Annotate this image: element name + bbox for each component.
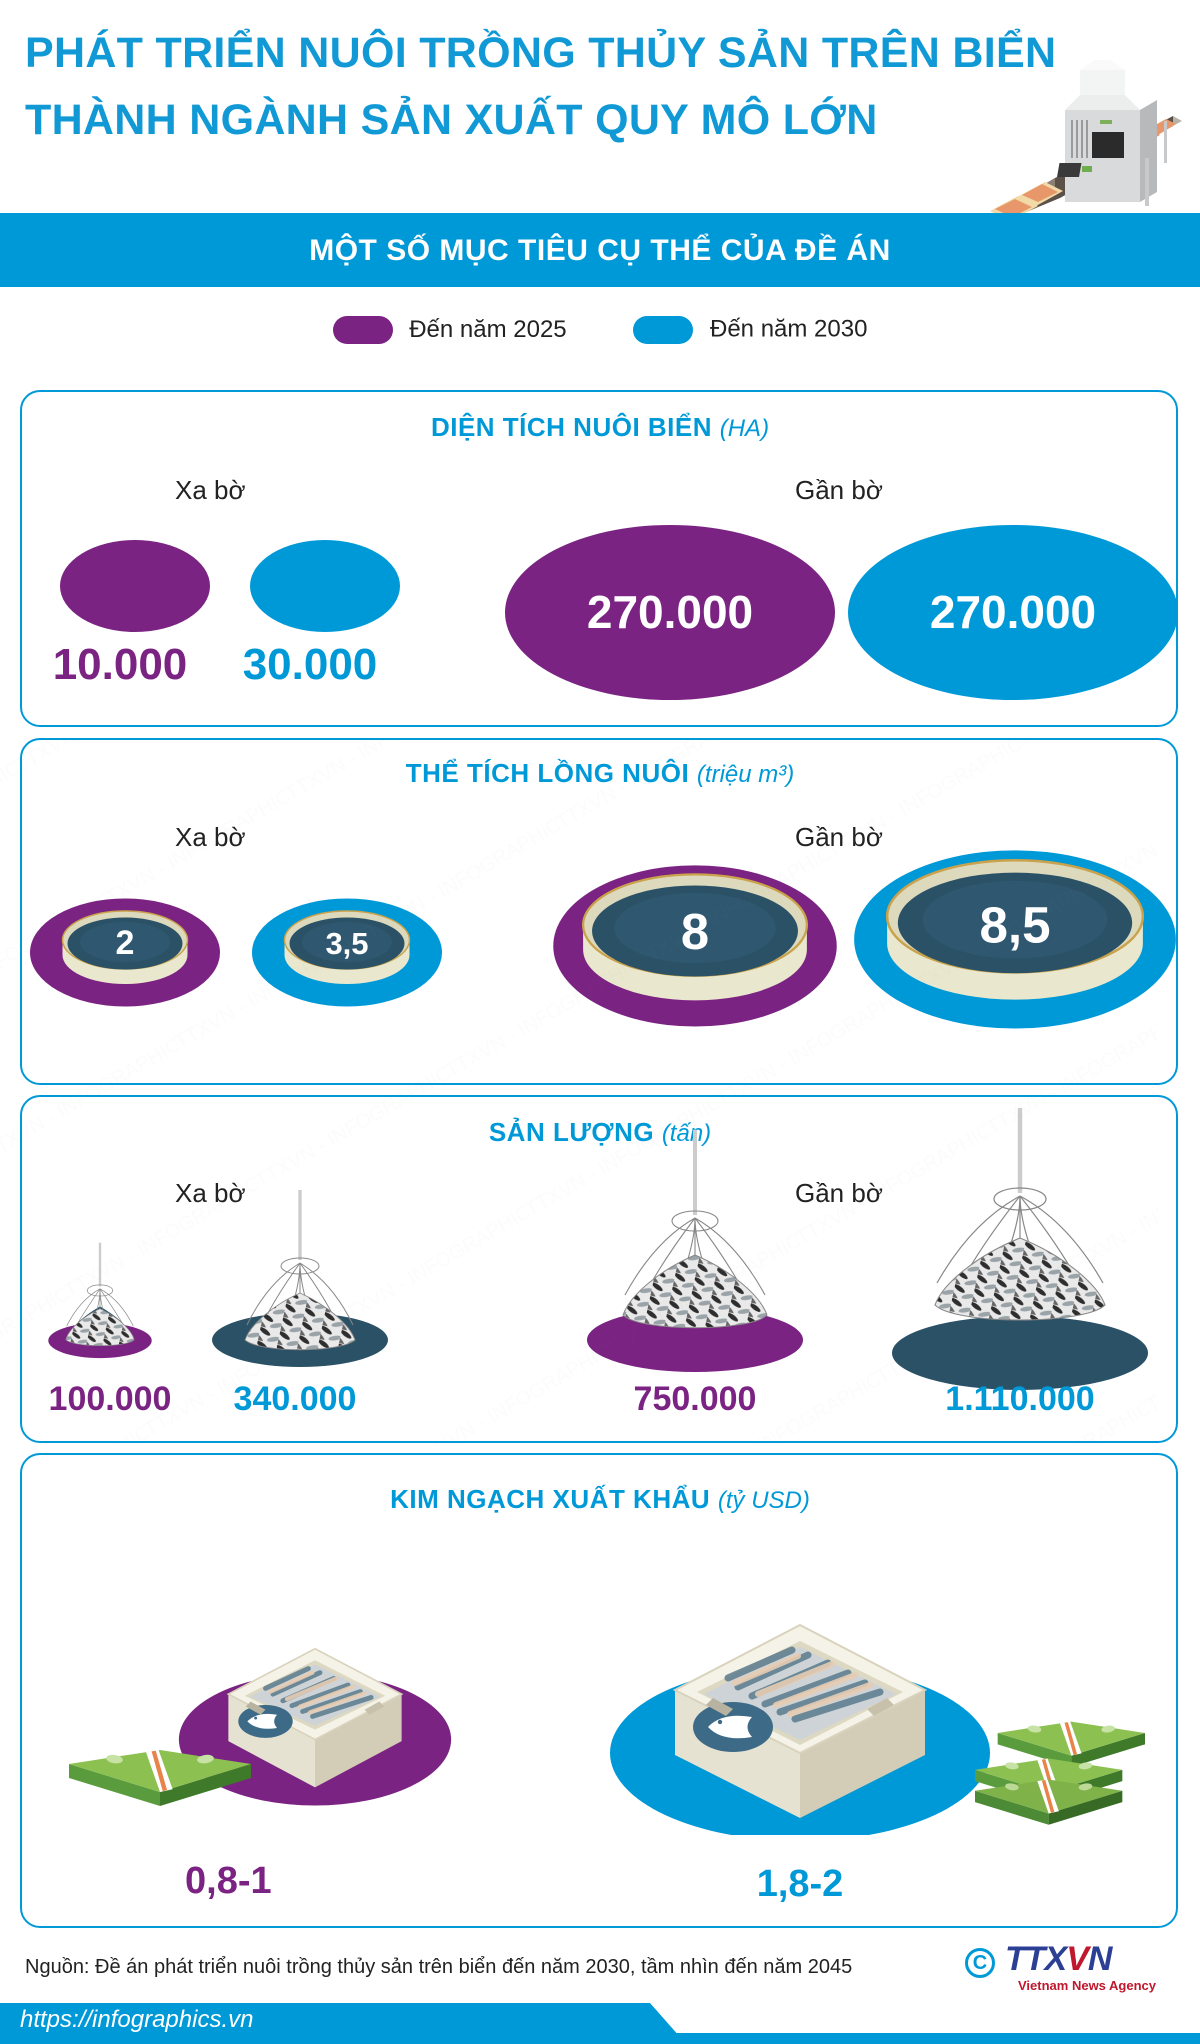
svg-text:8,5: 8,5 (979, 897, 1050, 954)
svg-text:3,5: 3,5 (325, 926, 368, 961)
svg-text:8: 8 (681, 903, 709, 960)
svg-text:2: 2 (116, 924, 135, 962)
